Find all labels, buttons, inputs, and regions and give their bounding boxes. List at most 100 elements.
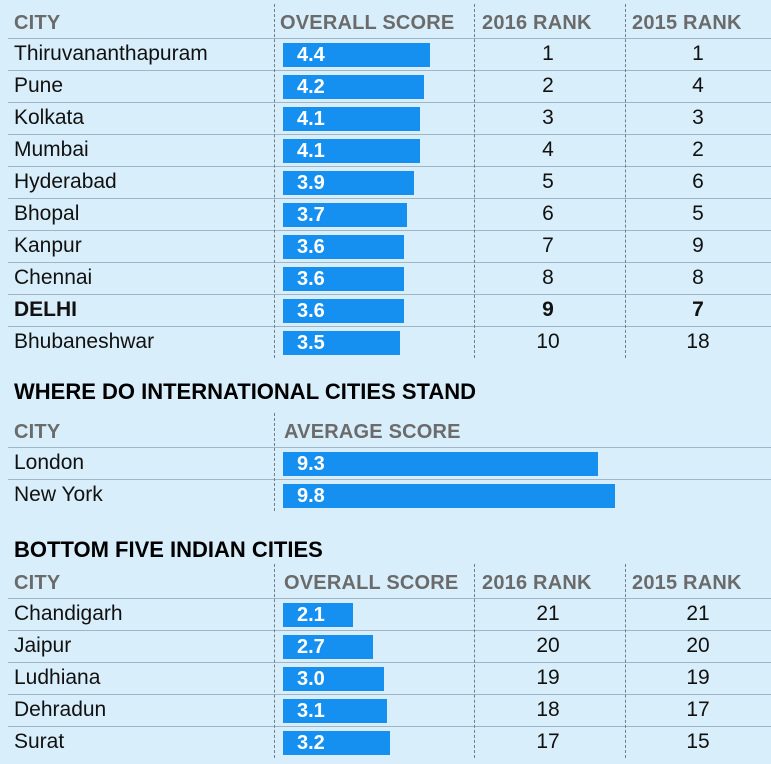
city-name: Surat (14, 730, 65, 753)
table-row: Chennai 3.6 8 8 (8, 262, 771, 294)
rank-2016: 3 (542, 106, 554, 129)
city-name: Pune (14, 74, 64, 97)
rank-2016: 4 (542, 138, 554, 161)
score-label: 3.9 (297, 172, 325, 194)
score-bar: 4.1 (283, 107, 420, 131)
score-bar: 2.7 (283, 635, 373, 659)
score-bar: 3.6 (283, 267, 404, 291)
rank-2016: 21 (536, 602, 560, 625)
rank-2015: 20 (686, 634, 710, 657)
section-title-international: WHERE DO INTERNATIONAL CITIES STAND (14, 379, 476, 404)
rank-2015: 18 (686, 330, 710, 353)
score-label: 3.6 (297, 236, 325, 258)
score-label: 4.1 (297, 108, 325, 130)
international-table: CITY AVERAGE SCORE London 9.3 New York 9.8 (8, 413, 771, 511)
rank-2015: 5 (692, 202, 704, 225)
score-bar: 3.2 (283, 731, 390, 755)
col-header-score: OVERALL SCORE (280, 12, 455, 34)
table-row: Jaipur 2.7 20 20 (8, 630, 771, 662)
top-ten-table: CITY OVERALL SCORE 2016 RANK 2015 RANK T… (8, 4, 771, 358)
city-name: Jaipur (14, 634, 72, 657)
score-label: 4.1 (297, 140, 325, 162)
rank-2015: 8 (692, 266, 704, 289)
col-header-city: CITY (14, 421, 61, 443)
score-bar: 4.1 (283, 139, 420, 163)
score-label: 3.7 (297, 204, 325, 226)
section-title-bottom-five: BOTTOM FIVE INDIAN CITIES (14, 537, 323, 562)
table-header: CITY AVERAGE SCORE (8, 413, 771, 447)
score-label: 9.8 (297, 485, 325, 507)
divider (474, 4, 475, 358)
rank-2016: 8 (542, 266, 554, 289)
bottom-five-table: CITY OVERALL SCORE 2016 RANK 2015 RANK C… (8, 564, 771, 758)
table-row: Ludhiana 3.0 19 19 (8, 662, 771, 694)
score-label: 9.3 (297, 453, 325, 475)
table-row: New York 9.8 (8, 479, 771, 511)
col-header-rank2016: 2016 RANK (482, 12, 592, 34)
table-row: DELHI 3.6 9 7 (8, 294, 771, 326)
city-name: Kanpur (14, 234, 82, 257)
city-name: Chennai (14, 266, 93, 289)
divider (274, 564, 275, 758)
col-header-score: OVERALL SCORE (284, 572, 459, 594)
col-header-city: CITY (14, 572, 61, 594)
score-label: 3.0 (297, 668, 325, 690)
table-row: Surat 3.2 17 15 (8, 726, 771, 758)
score-bar: 3.9 (283, 171, 414, 195)
score-label: 4.4 (297, 44, 325, 66)
city-name: New York (14, 483, 103, 506)
score-bar: 3.6 (283, 299, 404, 323)
table-header: CITY OVERALL SCORE 2016 RANK 2015 RANK (8, 564, 771, 598)
table-body: Chandigarh 2.1 21 21 Jaipur 2.7 20 20 Ludhiana 3.… (8, 598, 771, 758)
rank-2016: 20 (536, 634, 560, 657)
rank-2015: 19 (686, 666, 710, 689)
table-row: Kanpur 3.6 7 9 (8, 230, 771, 262)
rank-2015: 21 (686, 602, 710, 625)
score-label: 3.5 (297, 332, 325, 354)
table-header: CITY OVERALL SCORE 2016 RANK 2015 RANK (8, 4, 771, 38)
rank-2016: 7 (542, 234, 554, 257)
score-label: 3.1 (297, 700, 325, 722)
col-header-city: CITY (14, 12, 61, 34)
city-name: London (14, 451, 85, 474)
table-body: London 9.3 New York 9.8 (8, 447, 771, 511)
score-bar: 3.0 (283, 667, 384, 691)
col-header-avg-score: AVERAGE SCORE (284, 421, 461, 443)
rank-2016: 10 (536, 330, 560, 353)
rank-2015: 17 (686, 698, 710, 721)
city-name: Mumbai (14, 138, 89, 161)
score-bar: 4.4 (283, 43, 430, 67)
rank-2015: 9 (692, 234, 704, 257)
rank-2016: 6 (542, 202, 554, 225)
divider (274, 4, 275, 358)
city-name: Ludhiana (14, 666, 101, 689)
score-bar: 3.1 (283, 699, 387, 723)
city-name: Kolkata (14, 106, 85, 129)
rank-2015: 6 (692, 170, 704, 193)
score-label: 4.2 (297, 76, 325, 98)
rank-2016: 2 (542, 74, 554, 97)
table-row: Dehradun 3.1 18 17 (8, 694, 771, 726)
score-label: 3.2 (297, 732, 325, 754)
table-row: Mumbai 4.1 4 2 (8, 134, 771, 166)
score-label: 3.6 (297, 300, 325, 322)
table-row: Pune 4.2 2 4 (8, 70, 771, 102)
rank-2016: 19 (536, 666, 560, 689)
rank-2015: 2 (692, 138, 704, 161)
score-label: 2.1 (297, 604, 325, 626)
rank-2015: 7 (692, 298, 704, 321)
city-name: DELHI (14, 298, 77, 321)
divider (274, 413, 275, 511)
score-bar: 3.5 (283, 331, 400, 355)
score-bar: 9.8 (283, 484, 615, 508)
score-bar: 3.7 (283, 203, 407, 227)
rank-2015: 4 (692, 74, 704, 97)
city-name: Thiruvananthapuram (14, 42, 208, 65)
rank-2016: 5 (542, 170, 554, 193)
table-row: Chandigarh 2.1 21 21 (8, 598, 771, 630)
city-name: Chandigarh (14, 602, 123, 625)
rank-2016: 18 (536, 698, 560, 721)
score-bar: 4.2 (283, 75, 424, 99)
city-name: Bhopal (14, 202, 80, 225)
divider (625, 564, 626, 758)
